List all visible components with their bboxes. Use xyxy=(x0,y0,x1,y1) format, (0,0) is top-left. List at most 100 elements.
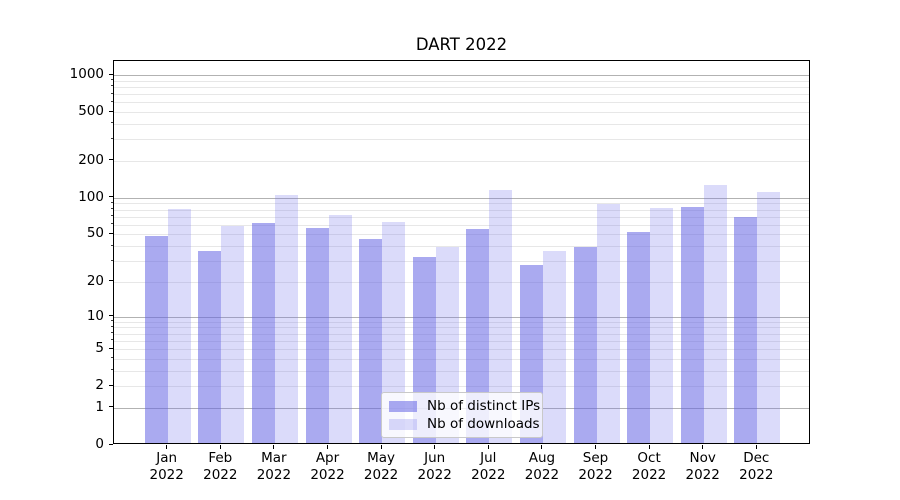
y-minor-tick-mark xyxy=(110,320,113,322)
x-tick-year: 2022 xyxy=(256,466,292,483)
gridline-minor xyxy=(114,86,809,88)
bar-downloads xyxy=(221,225,245,443)
x-tick-year: 2022 xyxy=(417,466,452,483)
x-tick-month: Oct xyxy=(637,450,661,466)
x-tick-mark xyxy=(434,445,436,449)
y-tick-mark xyxy=(109,406,113,408)
x-tick-label: Sep 2022 xyxy=(564,450,628,483)
gridline-minor xyxy=(114,321,809,323)
x-tick-month: Mar xyxy=(261,450,287,466)
bar-downloads xyxy=(274,195,298,443)
x-tick-year: 2022 xyxy=(203,466,238,483)
x-tick-label: Aug 2022 xyxy=(510,450,574,483)
y-tick-mark xyxy=(109,110,113,112)
x-tick-year: 2022 xyxy=(685,466,720,483)
gridline-minor xyxy=(114,80,809,82)
legend: Nb of distinct IPs Nb of downloads xyxy=(381,392,543,438)
gridline-minor xyxy=(114,349,809,351)
gridline-minor xyxy=(114,112,809,114)
y-tick-label: 50 xyxy=(86,225,104,242)
y-minor-tick-mark xyxy=(110,201,113,203)
legend-item-downloads: Nb of downloads xyxy=(389,417,540,431)
bar-downloads xyxy=(650,207,674,443)
y-tick-mark xyxy=(109,443,113,445)
y-minor-tick-mark xyxy=(110,223,113,225)
x-tick-month: Jun xyxy=(424,450,446,466)
x-tick-label: May 2022 xyxy=(349,450,413,483)
y-tick-label: 0 xyxy=(95,436,104,452)
gridline-minor xyxy=(114,358,809,360)
bar-downloads xyxy=(703,184,727,443)
x-tick-month: Jul xyxy=(480,450,497,466)
y-tick-mark xyxy=(109,384,113,386)
x-tick-mark xyxy=(166,445,168,449)
y-tick-mark xyxy=(109,280,113,282)
x-tick-label: Nov 2022 xyxy=(671,450,735,483)
x-tick-month: Sep xyxy=(582,450,609,466)
bar-downloads xyxy=(382,221,406,443)
x-tick-month: Feb xyxy=(208,450,233,466)
bar-distinct-ips xyxy=(734,217,758,443)
y-minor-tick-mark xyxy=(110,339,113,341)
x-tick-month: Jan xyxy=(156,450,178,466)
bar-distinct-ips xyxy=(573,246,597,443)
gridline-minor xyxy=(114,203,809,205)
y-minor-tick-mark xyxy=(110,137,113,139)
bar-distinct-ips xyxy=(680,207,704,443)
bar-downloads xyxy=(596,203,620,443)
x-tick-year: 2022 xyxy=(578,466,613,483)
x-tick-mark xyxy=(327,445,328,449)
y-tick-label: 100 xyxy=(78,188,104,205)
x-tick-month: Aug xyxy=(528,450,556,466)
x-tick-mark xyxy=(755,445,757,449)
gridline-minor xyxy=(114,386,809,388)
gridline-minor xyxy=(114,246,809,248)
y-tick-label: 2 xyxy=(95,377,104,394)
x-tick-year: 2022 xyxy=(524,466,560,483)
gridline-minor xyxy=(114,160,809,162)
y-minor-tick-mark xyxy=(110,100,113,102)
y-tick-mark xyxy=(109,159,113,161)
gridline-minor xyxy=(114,216,809,218)
x-tick-label: Mar 2022 xyxy=(242,450,306,483)
y-minor-tick-mark xyxy=(110,208,113,210)
bar-distinct-ips xyxy=(627,232,651,443)
gridline-minor xyxy=(114,261,809,263)
y-tick-mark xyxy=(109,347,113,349)
bar-downloads xyxy=(542,251,566,443)
y-minor-tick-mark xyxy=(110,92,113,94)
x-tick-mark xyxy=(219,445,221,449)
x-tick-month: Apr xyxy=(315,450,340,466)
gridline-minor xyxy=(114,123,809,125)
x-tick-month: May xyxy=(367,450,396,466)
bar-distinct-ips xyxy=(305,228,329,443)
bar-downloads xyxy=(328,214,352,443)
x-tick-month: Dec xyxy=(743,450,770,466)
gridline-minor xyxy=(114,281,809,283)
x-tick-mark xyxy=(487,445,489,449)
gridline-minor xyxy=(114,224,809,226)
y-minor-tick-mark xyxy=(110,332,113,334)
gridline-major xyxy=(114,197,809,199)
gridline-minor xyxy=(114,94,809,96)
x-tick-label: Feb 2022 xyxy=(188,450,252,483)
gridline-minor xyxy=(114,370,809,372)
legend-label-distinct-ips: Nb of distinct IPs xyxy=(427,398,541,414)
y-tick-label: 1000 xyxy=(69,66,104,82)
legend-swatch-downloads xyxy=(389,418,417,430)
bar-distinct-ips xyxy=(251,222,275,443)
x-tick-mark xyxy=(648,445,650,449)
x-tick-year: 2022 xyxy=(631,466,667,483)
x-tick-mark xyxy=(380,445,382,449)
x-tick-label: Jan 2022 xyxy=(135,450,199,483)
y-tick-label: 20 xyxy=(86,272,104,289)
x-tick-year: 2022 xyxy=(363,466,399,483)
bar-distinct-ips xyxy=(144,235,168,443)
bar-distinct-ips xyxy=(198,251,222,443)
x-tick-mark xyxy=(702,445,704,449)
x-tick-year: 2022 xyxy=(739,466,774,483)
x-tick-month: Nov xyxy=(689,450,716,466)
x-tick-mark xyxy=(541,445,543,449)
bar-distinct-ips xyxy=(466,229,490,443)
